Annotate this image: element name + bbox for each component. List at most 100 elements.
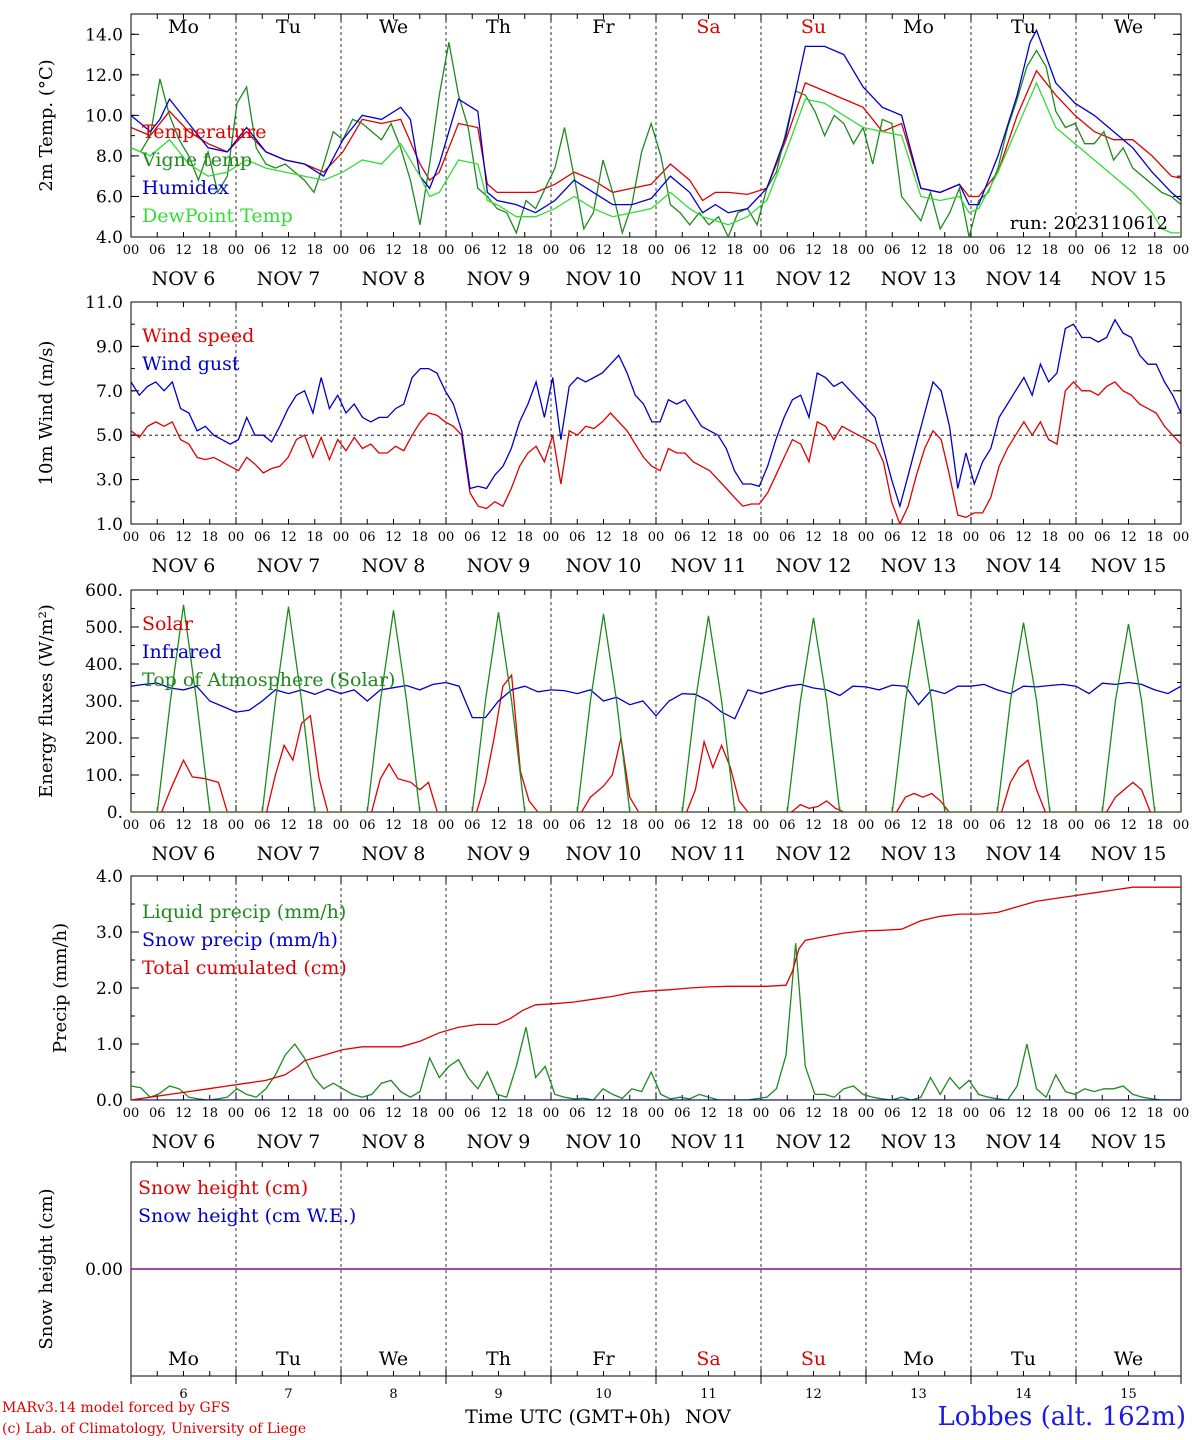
hour-tick-label: 00 <box>438 243 455 258</box>
hour-tick-label: 12 <box>1120 530 1137 545</box>
model-credit: MARv3.14 model forced by GFS <box>2 1400 231 1416</box>
hour-tick-label: 18 <box>411 530 428 545</box>
hour-tick-label: 18 <box>621 530 638 545</box>
hour-tick-label: 12 <box>700 530 717 545</box>
hour-tick-label: 12 <box>175 530 192 545</box>
hour-tick-label: 06 <box>359 1106 376 1121</box>
y-tick-label: 14.0 <box>85 25 123 45</box>
hour-tick-label: 00 <box>228 530 245 545</box>
hour-tick-label: 00 <box>333 530 350 545</box>
hour-tick-label: 18 <box>726 1106 743 1121</box>
day-number-label: 13 <box>910 1387 927 1402</box>
hour-tick-label: 00 <box>648 1106 665 1121</box>
y-tick-label: 0.0 <box>96 1091 123 1111</box>
hour-tick-label: 06 <box>1094 530 1111 545</box>
date-label: NOV 9 <box>467 843 531 865</box>
series-line-temperature <box>131 69 1181 202</box>
hour-tick-label: 00 <box>333 818 350 833</box>
legend-entry: Top of Atmosphere (Solar) <box>142 669 395 691</box>
weekday-label: Su <box>801 1348 826 1370</box>
y-axis-label: 2m Temp. (°C) <box>36 59 57 191</box>
hour-tick-label: 18 <box>621 1106 638 1121</box>
date-label: NOV 11 <box>671 268 747 290</box>
series-line-vigne-temp <box>131 42 1181 237</box>
x-axis-month: NOV <box>685 1406 731 1428</box>
hour-tick-label: 18 <box>936 818 953 833</box>
weekday-label: Fr <box>592 1348 615 1370</box>
date-label: NOV 15 <box>1091 1131 1167 1153</box>
hour-tick-label: 06 <box>779 530 796 545</box>
weekday-label: Sa <box>696 1348 720 1370</box>
hour-tick-label: 18 <box>1041 818 1058 833</box>
date-label: NOV 6 <box>152 555 216 577</box>
hour-tick-label: 00 <box>228 1106 245 1121</box>
hour-tick-label: 18 <box>831 243 848 258</box>
hour-tick-label: 18 <box>201 243 218 258</box>
hour-tick-label: 00 <box>1068 818 1085 833</box>
date-label: NOV 6 <box>152 1131 216 1153</box>
date-label: NOV 8 <box>362 268 426 290</box>
hour-tick-label: 06 <box>884 243 901 258</box>
y-tick-label: 6.0 <box>96 187 123 207</box>
hour-tick-label: 18 <box>831 530 848 545</box>
weekday-label: Tu <box>276 16 301 38</box>
hour-tick-label: 06 <box>779 1106 796 1121</box>
series-line-top-of-atmosphere-solar- <box>131 604 1181 812</box>
date-label: NOV 7 <box>257 843 321 865</box>
y-tick-label: 600. <box>85 581 123 601</box>
weekday-label: Th <box>486 1348 511 1370</box>
series-line-wind-speed <box>131 380 1181 524</box>
weekday-label: Mo <box>903 1348 934 1370</box>
hour-tick-label: 06 <box>1094 818 1111 833</box>
y-tick-label: 4.0 <box>96 228 123 248</box>
hour-tick-label: 06 <box>779 243 796 258</box>
legend-entry: Liquid precip (mm/h) <box>142 901 346 923</box>
y-tick-label: 10.0 <box>85 106 123 126</box>
hour-tick-label: 12 <box>385 243 402 258</box>
date-label: NOV 13 <box>881 1131 957 1153</box>
y-axis-label: 10m Wind (m/s) <box>36 341 57 486</box>
hour-tick-label: 06 <box>779 818 796 833</box>
weekday-label: Su <box>801 16 826 38</box>
hour-tick-label: 00 <box>123 818 140 833</box>
hour-tick-label: 18 <box>411 243 428 258</box>
hour-tick-label: 18 <box>831 1106 848 1121</box>
hour-tick-label: 00 <box>858 1106 875 1121</box>
hour-tick-label: 12 <box>595 530 612 545</box>
hour-tick-label: 00 <box>753 530 770 545</box>
day-number-label: 14 <box>1015 1387 1032 1402</box>
date-label: NOV 10 <box>566 555 642 577</box>
weekday-label: We <box>379 16 408 38</box>
hour-tick-label: 12 <box>805 243 822 258</box>
y-tick-label: 0. <box>107 803 123 823</box>
hour-tick-label: 12 <box>175 243 192 258</box>
hour-tick-label: 18 <box>516 530 533 545</box>
hour-tick-label: 18 <box>1041 1106 1058 1121</box>
date-label: NOV 13 <box>881 843 957 865</box>
hour-tick-label: 06 <box>989 818 1006 833</box>
chart-panel-2: 1.0 3.0 5.0 7.0 9.0 11.0 10m Wind (m/s) Wind sp… <box>36 293 1189 577</box>
hour-tick-label: 00 <box>333 243 350 258</box>
chart-panel-1: 4.0 6.0 8.0 10.0 12.0 14.0 2m Temp. (°C) Temper… <box>36 13 1189 290</box>
hour-tick-label: 06 <box>359 818 376 833</box>
hour-tick-label: 00 <box>648 530 665 545</box>
weekday-label: Sa <box>696 16 720 38</box>
hour-tick-label: 18 <box>1146 243 1163 258</box>
date-label: NOV 14 <box>986 1131 1062 1153</box>
series-line-humidex <box>131 28 1181 214</box>
weekday-label: Th <box>486 16 511 38</box>
hour-tick-label: 18 <box>306 818 323 833</box>
hour-tick-label: 18 <box>1041 243 1058 258</box>
date-label: NOV 7 <box>257 1131 321 1153</box>
hour-tick-label: 00 <box>438 818 455 833</box>
hour-tick-label: 00 <box>858 530 875 545</box>
date-label: NOV 14 <box>986 268 1062 290</box>
hour-tick-label: 18 <box>306 530 323 545</box>
hour-tick-label: 00 <box>123 1106 140 1121</box>
weekday-label: Mo <box>903 16 934 38</box>
hour-tick-label: 06 <box>674 243 691 258</box>
hour-tick-label: 06 <box>464 818 481 833</box>
date-label: NOV 6 <box>152 843 216 865</box>
hour-tick-label: 00 <box>543 818 560 833</box>
station-label: Lobbes (alt. 162m) <box>937 1402 1186 1432</box>
